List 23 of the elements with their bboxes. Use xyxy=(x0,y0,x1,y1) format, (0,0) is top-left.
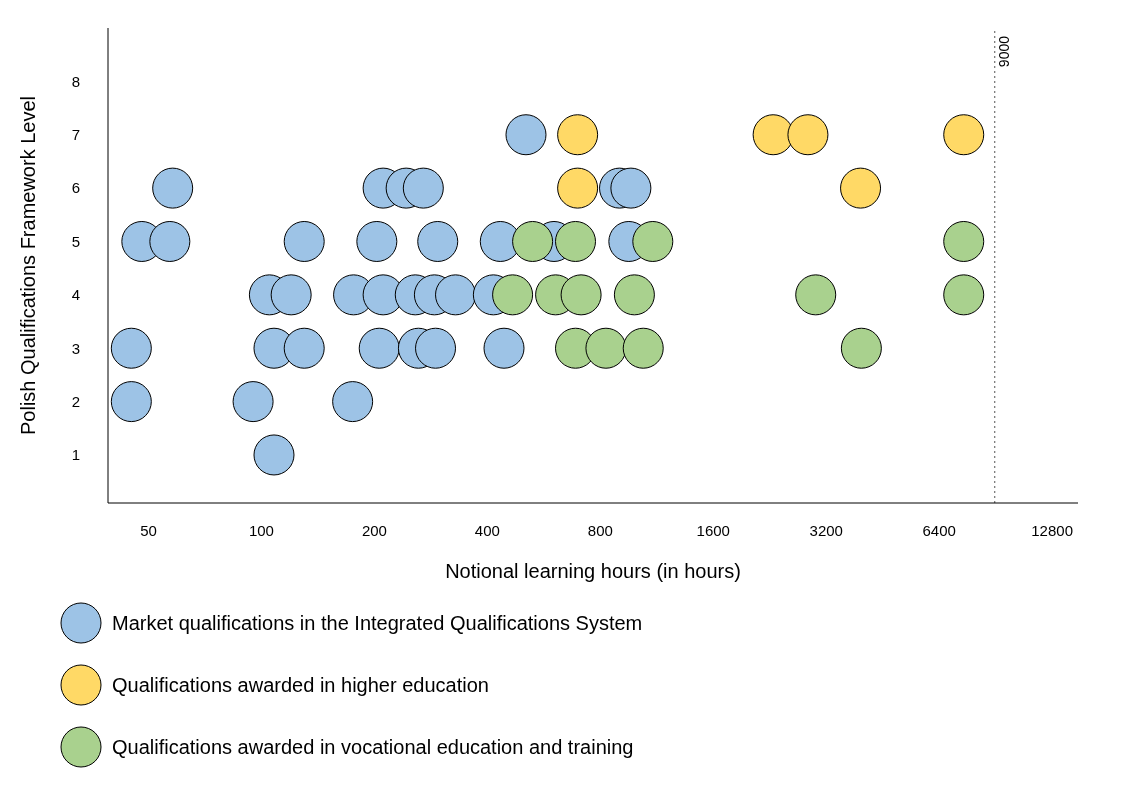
x-tick-label: 12800 xyxy=(1031,521,1074,539)
y-tick-label: 6 xyxy=(71,179,80,197)
y-tick-label: 3 xyxy=(71,339,80,357)
y-tick-label: 4 xyxy=(71,286,80,304)
x-tick-label: 3200 xyxy=(809,521,843,539)
y-tick-label: 5 xyxy=(71,232,80,250)
x-tick-label: 6400 xyxy=(922,521,956,539)
x-axis-title: Notional learning hours (in hours) xyxy=(445,560,741,582)
x-tick-label: 200 xyxy=(361,521,387,539)
y-tick-label: 8 xyxy=(71,72,80,90)
x-tick-label: 400 xyxy=(474,521,500,539)
legend-label: Qualifications awarded in higher education xyxy=(112,673,489,697)
legend-label: Qualifications awarded in vocational education and training xyxy=(112,735,634,759)
ref-line-label: 9000 xyxy=(995,35,1012,68)
y-tick-label: 7 xyxy=(71,126,80,144)
x-tick-label: 50 xyxy=(140,521,157,539)
y-tick-label: 1 xyxy=(71,446,80,464)
x-tick-label: 800 xyxy=(587,521,613,539)
x-tick-label: 1600 xyxy=(696,521,730,539)
legend-label: Market qualifications in the Integrated Qualifications System xyxy=(112,611,643,635)
y-tick-label: 2 xyxy=(71,392,80,410)
x-tick-label: 100 xyxy=(248,521,274,539)
y-axis-title: Polish Qualifications Framework Level xyxy=(17,95,40,436)
